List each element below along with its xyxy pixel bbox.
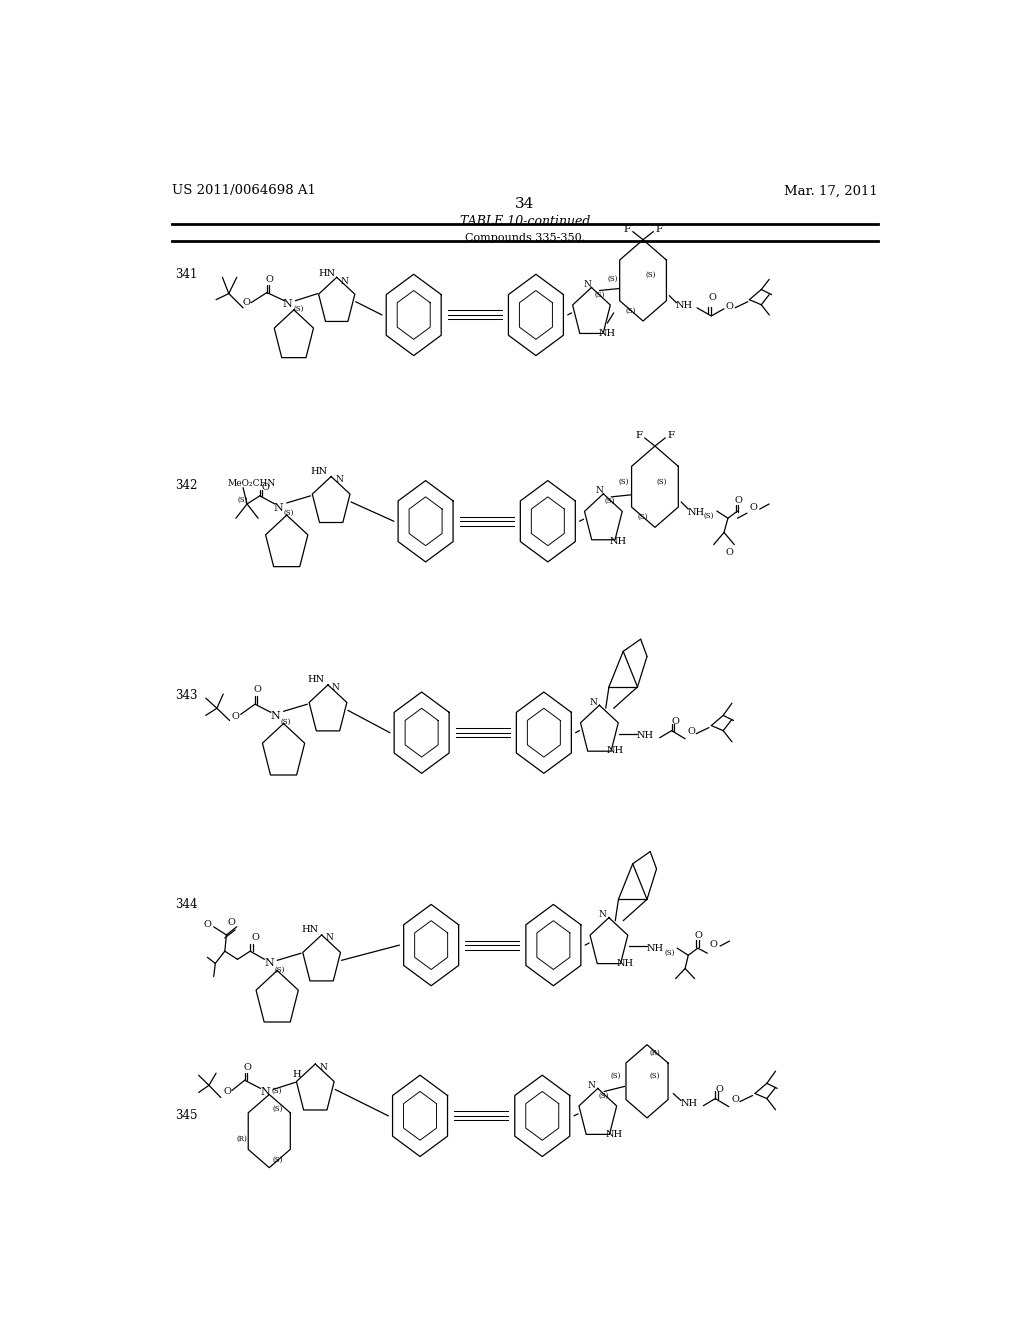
Text: N: N [283, 298, 293, 309]
Text: N: N [264, 958, 274, 969]
Text: (S): (S) [604, 496, 614, 506]
Text: US 2011/0064698 A1: US 2011/0064698 A1 [172, 185, 315, 197]
Text: N: N [588, 1081, 595, 1090]
Text: N: N [260, 1088, 270, 1097]
Text: 343: 343 [176, 689, 198, 702]
Text: N: N [589, 698, 597, 706]
Text: (S): (S) [626, 306, 636, 315]
Text: O: O [251, 933, 259, 942]
Text: F: F [624, 224, 631, 234]
Text: NH: NH [676, 301, 693, 310]
Text: NH: NH [605, 1130, 623, 1139]
Text: O: O [716, 1085, 723, 1094]
Text: O: O [204, 920, 211, 929]
Text: H: H [293, 1069, 301, 1078]
Text: (S): (S) [238, 496, 248, 504]
Text: N: N [335, 475, 343, 484]
Text: 342: 342 [176, 479, 198, 491]
Text: N: N [596, 486, 603, 495]
Text: N: N [319, 1063, 327, 1072]
Text: F: F [655, 224, 663, 234]
Text: (S): (S) [294, 305, 304, 313]
Text: Compounds 335-350.: Compounds 335-350. [465, 232, 585, 243]
Text: O: O [687, 727, 695, 737]
Text: O: O [227, 919, 236, 927]
Text: NH: NH [646, 944, 664, 953]
Text: NH: NH [606, 747, 624, 755]
Text: (S): (S) [599, 1092, 609, 1100]
Text: (S): (S) [272, 1155, 283, 1163]
Text: N: N [270, 711, 281, 722]
Text: (S): (S) [607, 275, 618, 282]
Text: O: O [694, 932, 702, 940]
Text: N: N [341, 277, 348, 286]
Text: (S): (S) [274, 965, 285, 973]
Text: F: F [668, 432, 675, 441]
Text: (R): (R) [649, 1049, 660, 1057]
Text: O: O [709, 293, 716, 302]
Text: HN: HN [310, 467, 328, 477]
Text: HN: HN [307, 676, 325, 684]
Text: N: N [332, 684, 340, 693]
Text: O: O [750, 503, 758, 512]
Text: O: O [261, 483, 269, 492]
Text: O: O [223, 1086, 231, 1096]
Text: F: F [636, 432, 643, 441]
Text: (S): (S) [638, 513, 648, 521]
Text: (S): (S) [618, 478, 629, 486]
Text: 345: 345 [176, 1109, 198, 1122]
Text: O: O [265, 275, 273, 284]
Text: (R): (R) [237, 1135, 247, 1143]
Text: (S): (S) [610, 1072, 621, 1080]
Text: TABLE 10-continued: TABLE 10-continued [460, 215, 590, 228]
Text: N: N [273, 503, 284, 513]
Text: 341: 341 [176, 268, 198, 281]
Text: NH: NH [681, 1100, 697, 1109]
Text: (S): (S) [281, 718, 291, 726]
Text: O: O [731, 1096, 739, 1104]
Text: HN: HN [318, 269, 336, 277]
Text: NH: NH [688, 508, 705, 516]
Text: N: N [599, 909, 606, 919]
Text: O: O [726, 548, 733, 557]
Text: NH: NH [616, 958, 634, 968]
Text: N: N [584, 280, 592, 289]
Text: N: N [326, 933, 334, 942]
Text: (S): (S) [271, 1086, 282, 1094]
Text: 34: 34 [515, 197, 535, 211]
Text: (S): (S) [664, 949, 675, 957]
Text: NH: NH [637, 731, 654, 741]
Text: Mar. 17, 2011: Mar. 17, 2011 [784, 185, 878, 197]
Text: (S): (S) [656, 478, 667, 486]
Text: O: O [672, 717, 680, 726]
Text: O: O [734, 496, 742, 506]
Text: (S): (S) [594, 290, 604, 298]
Text: O: O [726, 302, 733, 312]
Text: O: O [243, 1063, 251, 1072]
Text: 344: 344 [176, 899, 198, 911]
Text: O: O [232, 711, 240, 721]
Text: NH: NH [609, 537, 627, 546]
Text: (S): (S) [284, 510, 294, 517]
Text: O: O [710, 940, 718, 949]
Text: MeO₂CHN: MeO₂CHN [227, 479, 275, 488]
Text: (S): (S) [650, 1072, 660, 1080]
Text: (S): (S) [703, 512, 714, 520]
Text: (S): (S) [646, 272, 656, 280]
Text: O: O [243, 298, 250, 308]
Text: (S): (S) [272, 1105, 283, 1113]
Text: NH: NH [599, 329, 615, 338]
Text: HN: HN [301, 925, 318, 935]
Text: O: O [253, 685, 261, 694]
